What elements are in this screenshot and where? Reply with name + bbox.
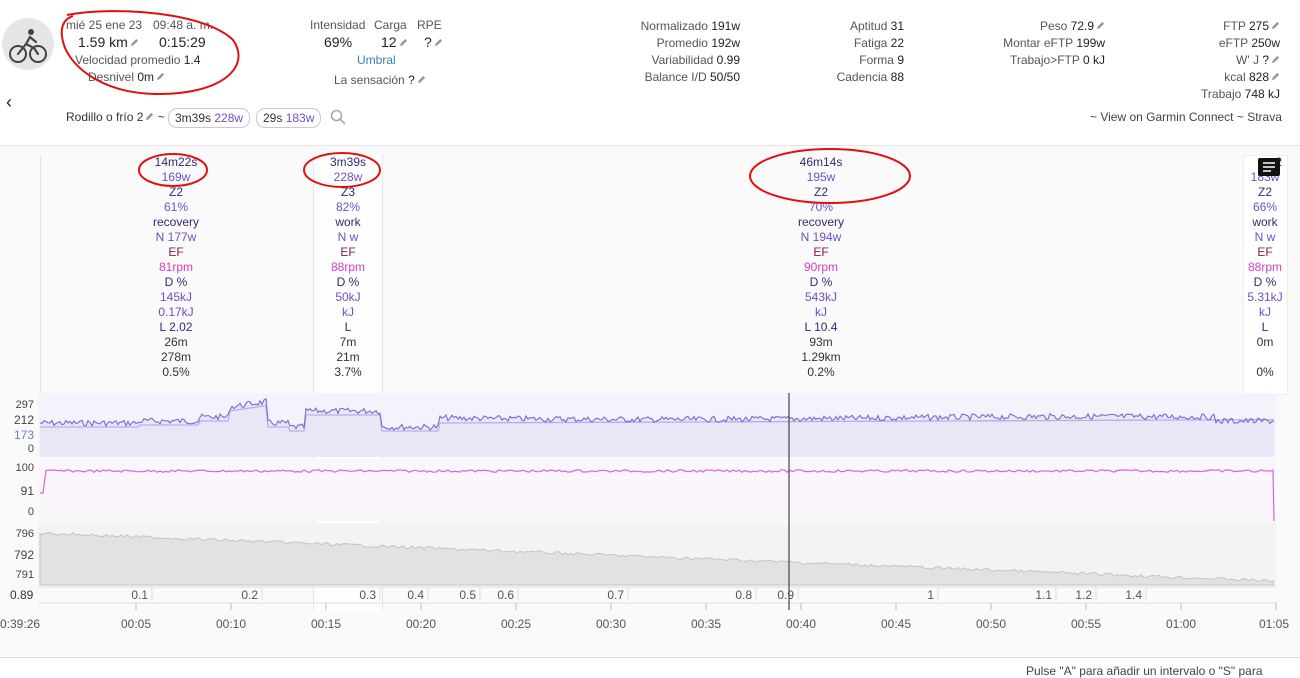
edit-pencil-icon[interactable] <box>1271 21 1280 30</box>
power-average-line <box>40 404 1274 432</box>
strava-link[interactable]: ~ Strava <box>1236 110 1282 124</box>
time-tick-label: 00:55 <box>1070 617 1102 631</box>
interval-summary-1[interactable]: 14m22s 169w Z2 61% recovery N 177w EF 81rpm D % 1… <box>152 155 199 379</box>
distance-tick-label: 0.1 <box>131 588 148 602</box>
time-tick-label: 00:40 <box>785 617 817 631</box>
last-interval-box <box>1243 155 1288 395</box>
distance-ticks: 0.1 0.2 0.3 0.4 0.5 0.6 0.7 0.8 0.9 1 1.1 1.2 1.4 <box>131 587 1147 602</box>
cadence-tick: 91 <box>20 484 34 498</box>
intensity-value: 69% <box>324 34 353 50</box>
bicycle-icon <box>9 29 47 63</box>
time-tick-label: 01:00 <box>1165 617 1197 631</box>
activity-header: ‹ mié 25 ene 23 09:48 a. m. 1.59 km 0:15… <box>0 0 1300 146</box>
intensity-label: Intensidad <box>310 18 366 32</box>
power-line <box>39 397 1275 431</box>
cadence-line <box>40 469 1275 522</box>
power-tick: 297 <box>15 399 34 411</box>
time-tick-label: 00:45 <box>880 617 912 631</box>
power-area <box>40 398 1274 457</box>
altitude-tick: 796 <box>15 528 34 540</box>
divider <box>40 155 41 393</box>
red-annotation-circle <box>60 10 240 96</box>
footer-hint: Pulse "A" para añadir un intervalo o "S"… <box>1026 664 1263 678</box>
activity-distance[interactable]: 1.59 km <box>78 34 139 50</box>
edit-pencil-icon[interactable] <box>1271 55 1280 64</box>
ftp-summary: FTP 275 eFTP 250w W' J ? kcal 828 Trabaj… <box>1201 19 1280 101</box>
altitude-tick: 791 <box>15 569 34 581</box>
time-tick-label: 01:05 <box>1258 617 1290 631</box>
edit-pencil-icon[interactable] <box>399 38 408 47</box>
activity-streams-chart[interactable]: 0.1 0.2 0.3 0.4 0.5 0.6 0.7 0.8 0.9 1 1.1 1.2 1.4 <box>0 393 1300 610</box>
rpe-label: RPE <box>417 18 442 32</box>
search-icon[interactable] <box>330 109 346 125</box>
edit-pencil-icon[interactable] <box>145 112 154 121</box>
time-ticks <box>135 603 1277 610</box>
distance-tick-label: 0.4 <box>407 588 424 602</box>
distance-tick-label: 0.2 <box>241 588 258 602</box>
power-tick: 173 <box>13 428 34 442</box>
cadence-panel <box>38 459 1276 521</box>
altitude-tick: 792 <box>13 548 34 562</box>
load-label: Carga <box>374 18 407 32</box>
distance-tick-label: 0.5 <box>459 588 476 602</box>
footer-bar: Pulse "A" para añadir un intervalo o "S"… <box>0 657 1300 678</box>
time-tick-label: 00:25 <box>500 617 532 631</box>
time-tick-label: 00:50 <box>975 617 1007 631</box>
athlete-summary: Peso 72.9 Montar eFTP 199w Trabajo>FTP 0… <box>1003 19 1105 67</box>
avg-speed: Velocidad promedio 1.4 <box>75 53 201 67</box>
feel[interactable]: La sensación ? <box>334 73 426 87</box>
fitness-summary: Aptitud 31 Fatiga 22 Forma 9 Cadencia 88 <box>836 19 904 84</box>
cadence-tick: 100 <box>15 462 34 474</box>
distance-tick-label: 0.6 <box>497 588 514 602</box>
cycling-avatar <box>2 18 54 70</box>
interval-summary-3[interactable]: 46m14s 195w Z2 70% recovery N 194w EF 90rpm D % 5… <box>797 155 844 379</box>
edit-pencil-icon[interactable] <box>417 75 426 84</box>
rpe-value[interactable]: ? <box>424 34 443 50</box>
distance-tick-label: 1 <box>927 588 934 602</box>
back-chevron-icon[interactable]: ‹ <box>6 92 12 112</box>
power-tick: 0 <box>27 443 34 455</box>
comment-icon[interactable] <box>1258 158 1280 176</box>
garmin-link[interactable]: ~ View on Garmin Connect <box>1090 110 1234 124</box>
edit-pencil-icon[interactable] <box>130 38 139 47</box>
distance-tick-label: 0.3 <box>359 588 376 602</box>
edit-pencil-icon[interactable] <box>434 38 443 47</box>
activity-date: mié 25 ene 23 <box>66 18 143 32</box>
edit-pencil-icon[interactable] <box>156 72 165 81</box>
activity-duration: 0:15:29 <box>159 34 206 50</box>
activity-name[interactable]: Rodillo o frío 2 ~ <box>66 110 165 124</box>
time-tick-label: 00:05 <box>120 617 152 631</box>
external-links: ~ View on Garmin Connect ~ Strava <box>1090 110 1282 124</box>
load-value[interactable]: 12 <box>381 34 408 50</box>
distance-tick-label: 0.9 <box>777 588 794 602</box>
interval-chip[interactable]: 3m39s 228w <box>168 108 251 128</box>
cadence-tick: 0 <box>27 506 34 518</box>
distance-tick-label: 1.4 <box>1125 588 1142 602</box>
red-annotation-marks <box>138 148 911 204</box>
time-tick-label: 00:10 <box>215 617 247 631</box>
distance-tick-label: 1.2 <box>1075 588 1092 602</box>
distance-tick-label: 1.1 <box>1035 588 1052 602</box>
threshold-link[interactable]: Umbral <box>357 53 396 67</box>
edit-pencil-icon[interactable] <box>1096 21 1105 30</box>
distance-start: 0.89 <box>10 588 34 602</box>
time-tick-label: 00:35 <box>690 617 722 631</box>
distance-tick-label: 0.8 <box>735 588 752 602</box>
time-tick-label: 00:20 <box>405 617 437 631</box>
interval-chip[interactable]: 29s 183w <box>256 108 322 128</box>
power-tick: 212 <box>13 413 34 427</box>
interval-summary-2[interactable]: 3m39s 228w Z3 82% work N w EF 88rpm D % 50kJ kJ L 7m… <box>329 155 367 379</box>
distance-tick-label: 0.7 <box>607 588 624 602</box>
time-tick-label: 00:15 <box>310 617 342 631</box>
edit-pencil-icon[interactable] <box>1271 72 1280 81</box>
time-start: 0:39:26 <box>0 617 41 631</box>
power-summary: Normalizado 191w Promedio 192w Variabili… <box>640 19 740 84</box>
time-tick-label: 00:30 <box>595 617 627 631</box>
altitude-area <box>39 531 1275 586</box>
